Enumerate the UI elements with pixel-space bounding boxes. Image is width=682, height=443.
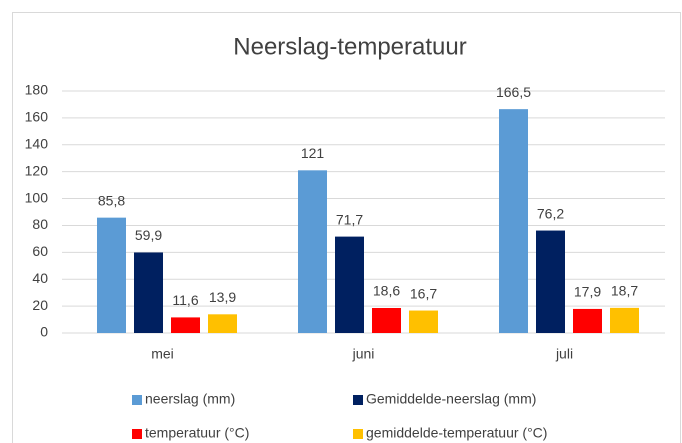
bar [134, 252, 163, 333]
y-tick-label: 20 [32, 297, 48, 313]
y-tick-label: 0 [40, 324, 48, 340]
y-tick-label: 100 [25, 189, 49, 205]
y-tick-label: 80 [32, 216, 48, 232]
legend-label: temperatuur (°C) [145, 425, 249, 441]
legend-label: Gemiddelde-neerslag (mm) [366, 391, 536, 407]
bar [499, 109, 528, 334]
legend-label: gemiddelde-temperatuur (°C) [366, 425, 547, 441]
bar [536, 230, 565, 333]
data-label: 11,6 [172, 292, 198, 308]
data-label: 76,2 [537, 205, 564, 221]
legend-label: neerslag (mm) [145, 391, 235, 407]
bar [298, 170, 327, 333]
data-label: 85,8 [98, 192, 125, 208]
x-tick-label: juli [555, 346, 573, 362]
data-label: 16,7 [410, 285, 437, 301]
data-label: 17,9 [574, 284, 601, 300]
data-label: 13,9 [209, 289, 236, 305]
bar [335, 236, 364, 333]
legend-swatch [132, 395, 142, 405]
legend-swatch [132, 429, 142, 439]
y-tick-label: 160 [25, 109, 49, 125]
bar [409, 310, 438, 333]
y-tick-label: 140 [25, 135, 49, 151]
bar [573, 308, 602, 333]
data-label: 71,7 [336, 211, 363, 227]
y-tick-label: 120 [25, 162, 49, 178]
bar [372, 307, 401, 333]
x-tick-label: mei [151, 346, 174, 362]
data-label: 59,9 [135, 227, 162, 243]
bar [208, 314, 237, 333]
legend-swatch [353, 429, 363, 439]
data-label: 121 [301, 145, 325, 161]
x-tick-label: juni [352, 346, 375, 362]
bar [610, 307, 639, 333]
data-label: 166,5 [496, 84, 531, 100]
chart-title: Neerslag-temperatuur [233, 33, 466, 60]
y-tick-label: 180 [25, 82, 49, 98]
legend-swatch [353, 395, 363, 405]
data-label: 18,6 [373, 283, 400, 299]
y-tick-label: 40 [32, 270, 48, 286]
bar [171, 317, 200, 333]
bar [97, 217, 126, 333]
y-tick-label: 60 [32, 243, 48, 259]
data-label: 18,7 [611, 283, 638, 299]
